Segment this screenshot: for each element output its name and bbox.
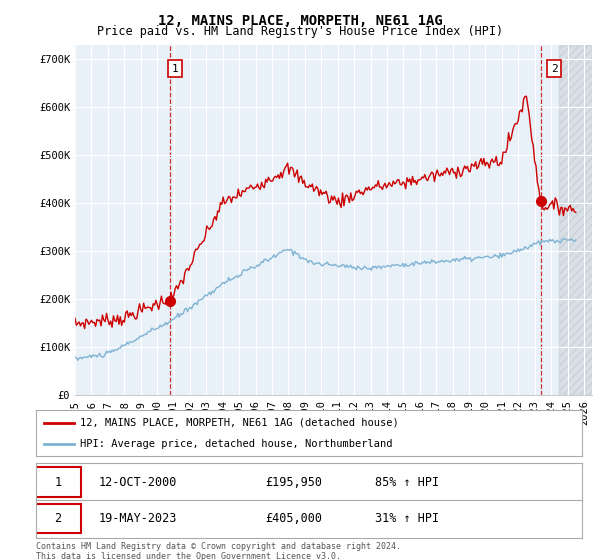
Bar <box>559 45 592 395</box>
Text: 1: 1 <box>172 64 178 74</box>
Text: 12-OCT-2000: 12-OCT-2000 <box>99 475 177 489</box>
Text: £195,950: £195,950 <box>265 475 322 489</box>
Text: 1: 1 <box>54 475 61 489</box>
Text: 2: 2 <box>551 64 557 74</box>
FancyBboxPatch shape <box>35 503 82 534</box>
Text: 85% ↑ HPI: 85% ↑ HPI <box>374 475 439 489</box>
Bar <box>559 45 592 395</box>
Text: £405,000: £405,000 <box>265 512 322 525</box>
Text: Price paid vs. HM Land Registry's House Price Index (HPI): Price paid vs. HM Land Registry's House … <box>97 25 503 38</box>
Text: 31% ↑ HPI: 31% ↑ HPI <box>374 512 439 525</box>
Text: 2: 2 <box>54 512 61 525</box>
Text: HPI: Average price, detached house, Northumberland: HPI: Average price, detached house, Nort… <box>80 439 392 449</box>
Text: Contains HM Land Registry data © Crown copyright and database right 2024.
This d: Contains HM Land Registry data © Crown c… <box>36 542 401 560</box>
Text: 12, MAINS PLACE, MORPETH, NE61 1AG: 12, MAINS PLACE, MORPETH, NE61 1AG <box>158 14 442 28</box>
Text: 19-MAY-2023: 19-MAY-2023 <box>99 512 177 525</box>
FancyBboxPatch shape <box>35 467 82 497</box>
Text: 12, MAINS PLACE, MORPETH, NE61 1AG (detached house): 12, MAINS PLACE, MORPETH, NE61 1AG (deta… <box>80 418 398 428</box>
